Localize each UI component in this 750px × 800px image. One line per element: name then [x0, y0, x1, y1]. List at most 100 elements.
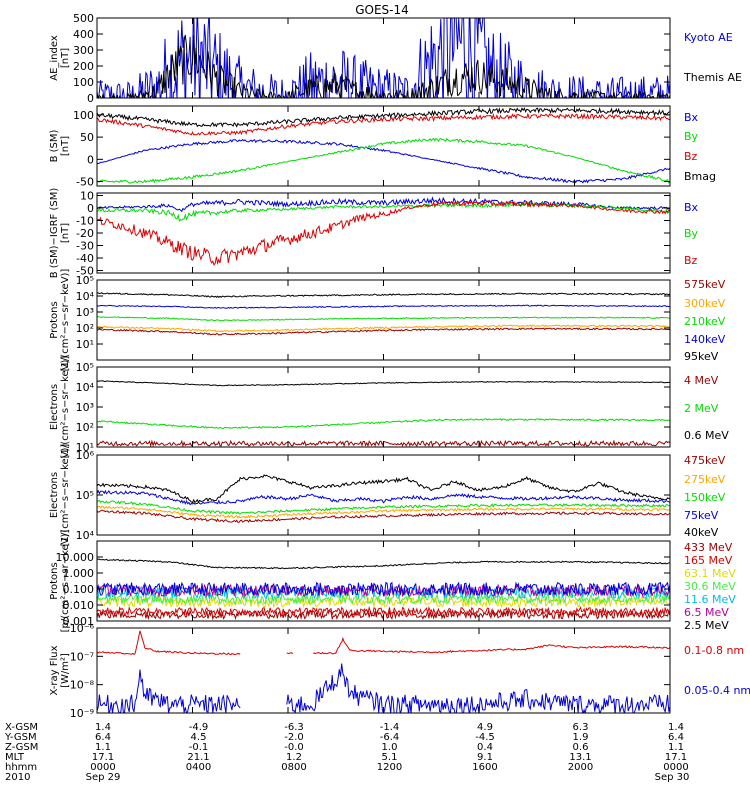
- axis-row-value: 6.4: [668, 732, 684, 743]
- axis-row-value: 9.1: [477, 752, 493, 763]
- date-start-label: Sep 29: [86, 772, 121, 783]
- y-axis-label: [1/(cm²−s−sr−keV)]: [60, 444, 71, 547]
- series-line-210kev: [97, 316, 670, 322]
- legend-entry: 0.6 MeV: [684, 429, 729, 442]
- legend-entry: 2 MeV: [684, 402, 719, 415]
- y-tick-label: 10⁻⁷: [70, 650, 94, 663]
- plot-title: GOES-14: [355, 3, 409, 17]
- axis-row-label: MLT: [5, 752, 25, 763]
- axis-row-value: 1.4: [95, 722, 111, 733]
- y-tick-label: 10³: [76, 401, 94, 414]
- y-tick-label: 10⁴: [76, 290, 95, 303]
- y-tick-label: 10¹: [76, 441, 94, 454]
- series-line-by: [97, 137, 670, 184]
- y-tick-label: -50: [76, 265, 94, 278]
- y-tick-label: 10.000: [56, 551, 95, 564]
- y-tick-label: 100: [73, 76, 94, 89]
- y-tick-label: 0: [87, 202, 94, 215]
- y-tick-label: 10²: [76, 421, 94, 434]
- legend-entry: Bz: [684, 254, 698, 267]
- y-tick-label: 0.100: [63, 583, 95, 596]
- panel-5: 10¹ 10² 10³ 10⁴ 10⁵ Electrons [1/(cm²−s−sr−keV…: [49, 356, 729, 459]
- legend-entry: Bz: [684, 150, 698, 163]
- date-end-label: Sep 30: [655, 772, 690, 783]
- legend-entry: 140keV: [684, 333, 726, 346]
- series-line-40kev: [97, 474, 670, 504]
- y-tick-label: 300: [73, 44, 94, 57]
- legend-entry: 300keV: [684, 297, 726, 310]
- legend-entry: 2.5 MeV: [684, 619, 729, 632]
- legend-entry: 0.1-0.8 nm: [684, 644, 744, 657]
- y-tick-label: 10²: [76, 322, 94, 335]
- y-axis-label: Protons: [49, 562, 60, 599]
- legend-entry: Bmag: [684, 170, 716, 183]
- y-tick-label: 10⁻⁹: [70, 707, 94, 720]
- axis-row-value: 1.1: [668, 742, 684, 753]
- series-line-300kev: [97, 324, 670, 333]
- legend-entry: 475keV: [684, 454, 726, 467]
- axis-row-value: 0000: [663, 762, 688, 773]
- axis-row-value: 6.3: [573, 722, 589, 733]
- y-axis-label: [W/m²]: [60, 653, 71, 688]
- axis-row-value: 0.6: [573, 742, 589, 753]
- legend-entry: Kyoto AE: [684, 31, 733, 44]
- legend-entry: 63.1 MeV: [684, 567, 736, 580]
- series-line-575kev: [97, 327, 670, 336]
- series-line-by: [97, 201, 670, 222]
- y-tick-label: -10: [76, 215, 94, 228]
- y-axis-label: Protons: [49, 301, 60, 338]
- y-axis-label: [nT]: [60, 136, 71, 156]
- series-line-150kev: [97, 499, 670, 515]
- axis-row-value: 0400: [186, 762, 211, 773]
- legend-entry: 30.6 MeV: [684, 580, 736, 593]
- y-tick-label: 10⁴: [76, 381, 95, 394]
- axis-row-value: -6.4: [380, 732, 400, 743]
- axis-row-value: 17.1: [92, 752, 114, 763]
- axis-row-value: -0.1: [189, 742, 209, 753]
- legend-entry: 150keV: [684, 491, 726, 504]
- axis-row-value: 1.9: [573, 732, 589, 743]
- axis-row-value: 1.2: [286, 752, 302, 763]
- axis-row-label: hhmm: [5, 762, 37, 773]
- y-axis-label: [p/(cm²−s−sr−keV)]: [60, 530, 71, 633]
- axis-row-value: -1.4: [380, 722, 400, 733]
- legend-entry: 40keV: [684, 526, 719, 539]
- y-tick-label: 10⁵: [76, 361, 94, 374]
- panel-1: 0 100 200 300 400 500 AE_index [nT] Kyoto AE Them…: [49, 12, 742, 105]
- y-tick-label: 500: [73, 12, 94, 25]
- legend-entry: 75keV: [684, 509, 719, 522]
- y-axis-label: [nT]: [60, 223, 71, 243]
- y-axis-label: B (SM)−IGRF (SM): [49, 188, 60, 279]
- y-tick-label: 200: [73, 60, 94, 73]
- series-line-140kev: [97, 304, 670, 309]
- axis-row-value: 17.1: [665, 752, 687, 763]
- series-line-bz: [97, 199, 670, 266]
- axis-row-value: 1.0: [382, 742, 398, 753]
- series-line-0-6-mev: [97, 380, 670, 387]
- y-axis-label: Electrons: [49, 472, 60, 518]
- y-tick-label: 10³: [76, 306, 94, 319]
- axis-row-value: 1.1: [95, 742, 111, 753]
- legend-entry: Bx: [684, 201, 699, 214]
- axis-row-value: 21.1: [187, 752, 209, 763]
- y-tick-label: 10¹: [76, 338, 94, 351]
- panel-8: 10⁻⁹ 10⁻⁸ 10⁻⁷ 10⁻⁶ X-ray Flux [W/m²] 0.1-0.8 …: [49, 622, 750, 720]
- y-tick-label: 10⁴: [76, 529, 95, 542]
- y-tick-label: 10⁵: [76, 489, 94, 502]
- y-axis-label: X-ray Flux: [49, 645, 60, 695]
- legend-entry: 6.5 MeV: [684, 606, 729, 619]
- axis-row-value: 1600: [472, 762, 497, 773]
- y-axis-label: B (SM): [49, 129, 60, 162]
- y-tick-label: 0: [87, 92, 94, 105]
- series-line-275kev: [97, 505, 670, 519]
- y-axis-label: [nT]: [60, 48, 71, 68]
- legend-entry: Bx: [684, 111, 699, 124]
- series-line-75kev: [97, 489, 670, 506]
- axis-row-value: 1.4: [668, 722, 684, 733]
- series-line-165-mev: [97, 605, 670, 617]
- axis-row-value: 6.4: [95, 732, 111, 743]
- legend-entry: By: [684, 130, 699, 143]
